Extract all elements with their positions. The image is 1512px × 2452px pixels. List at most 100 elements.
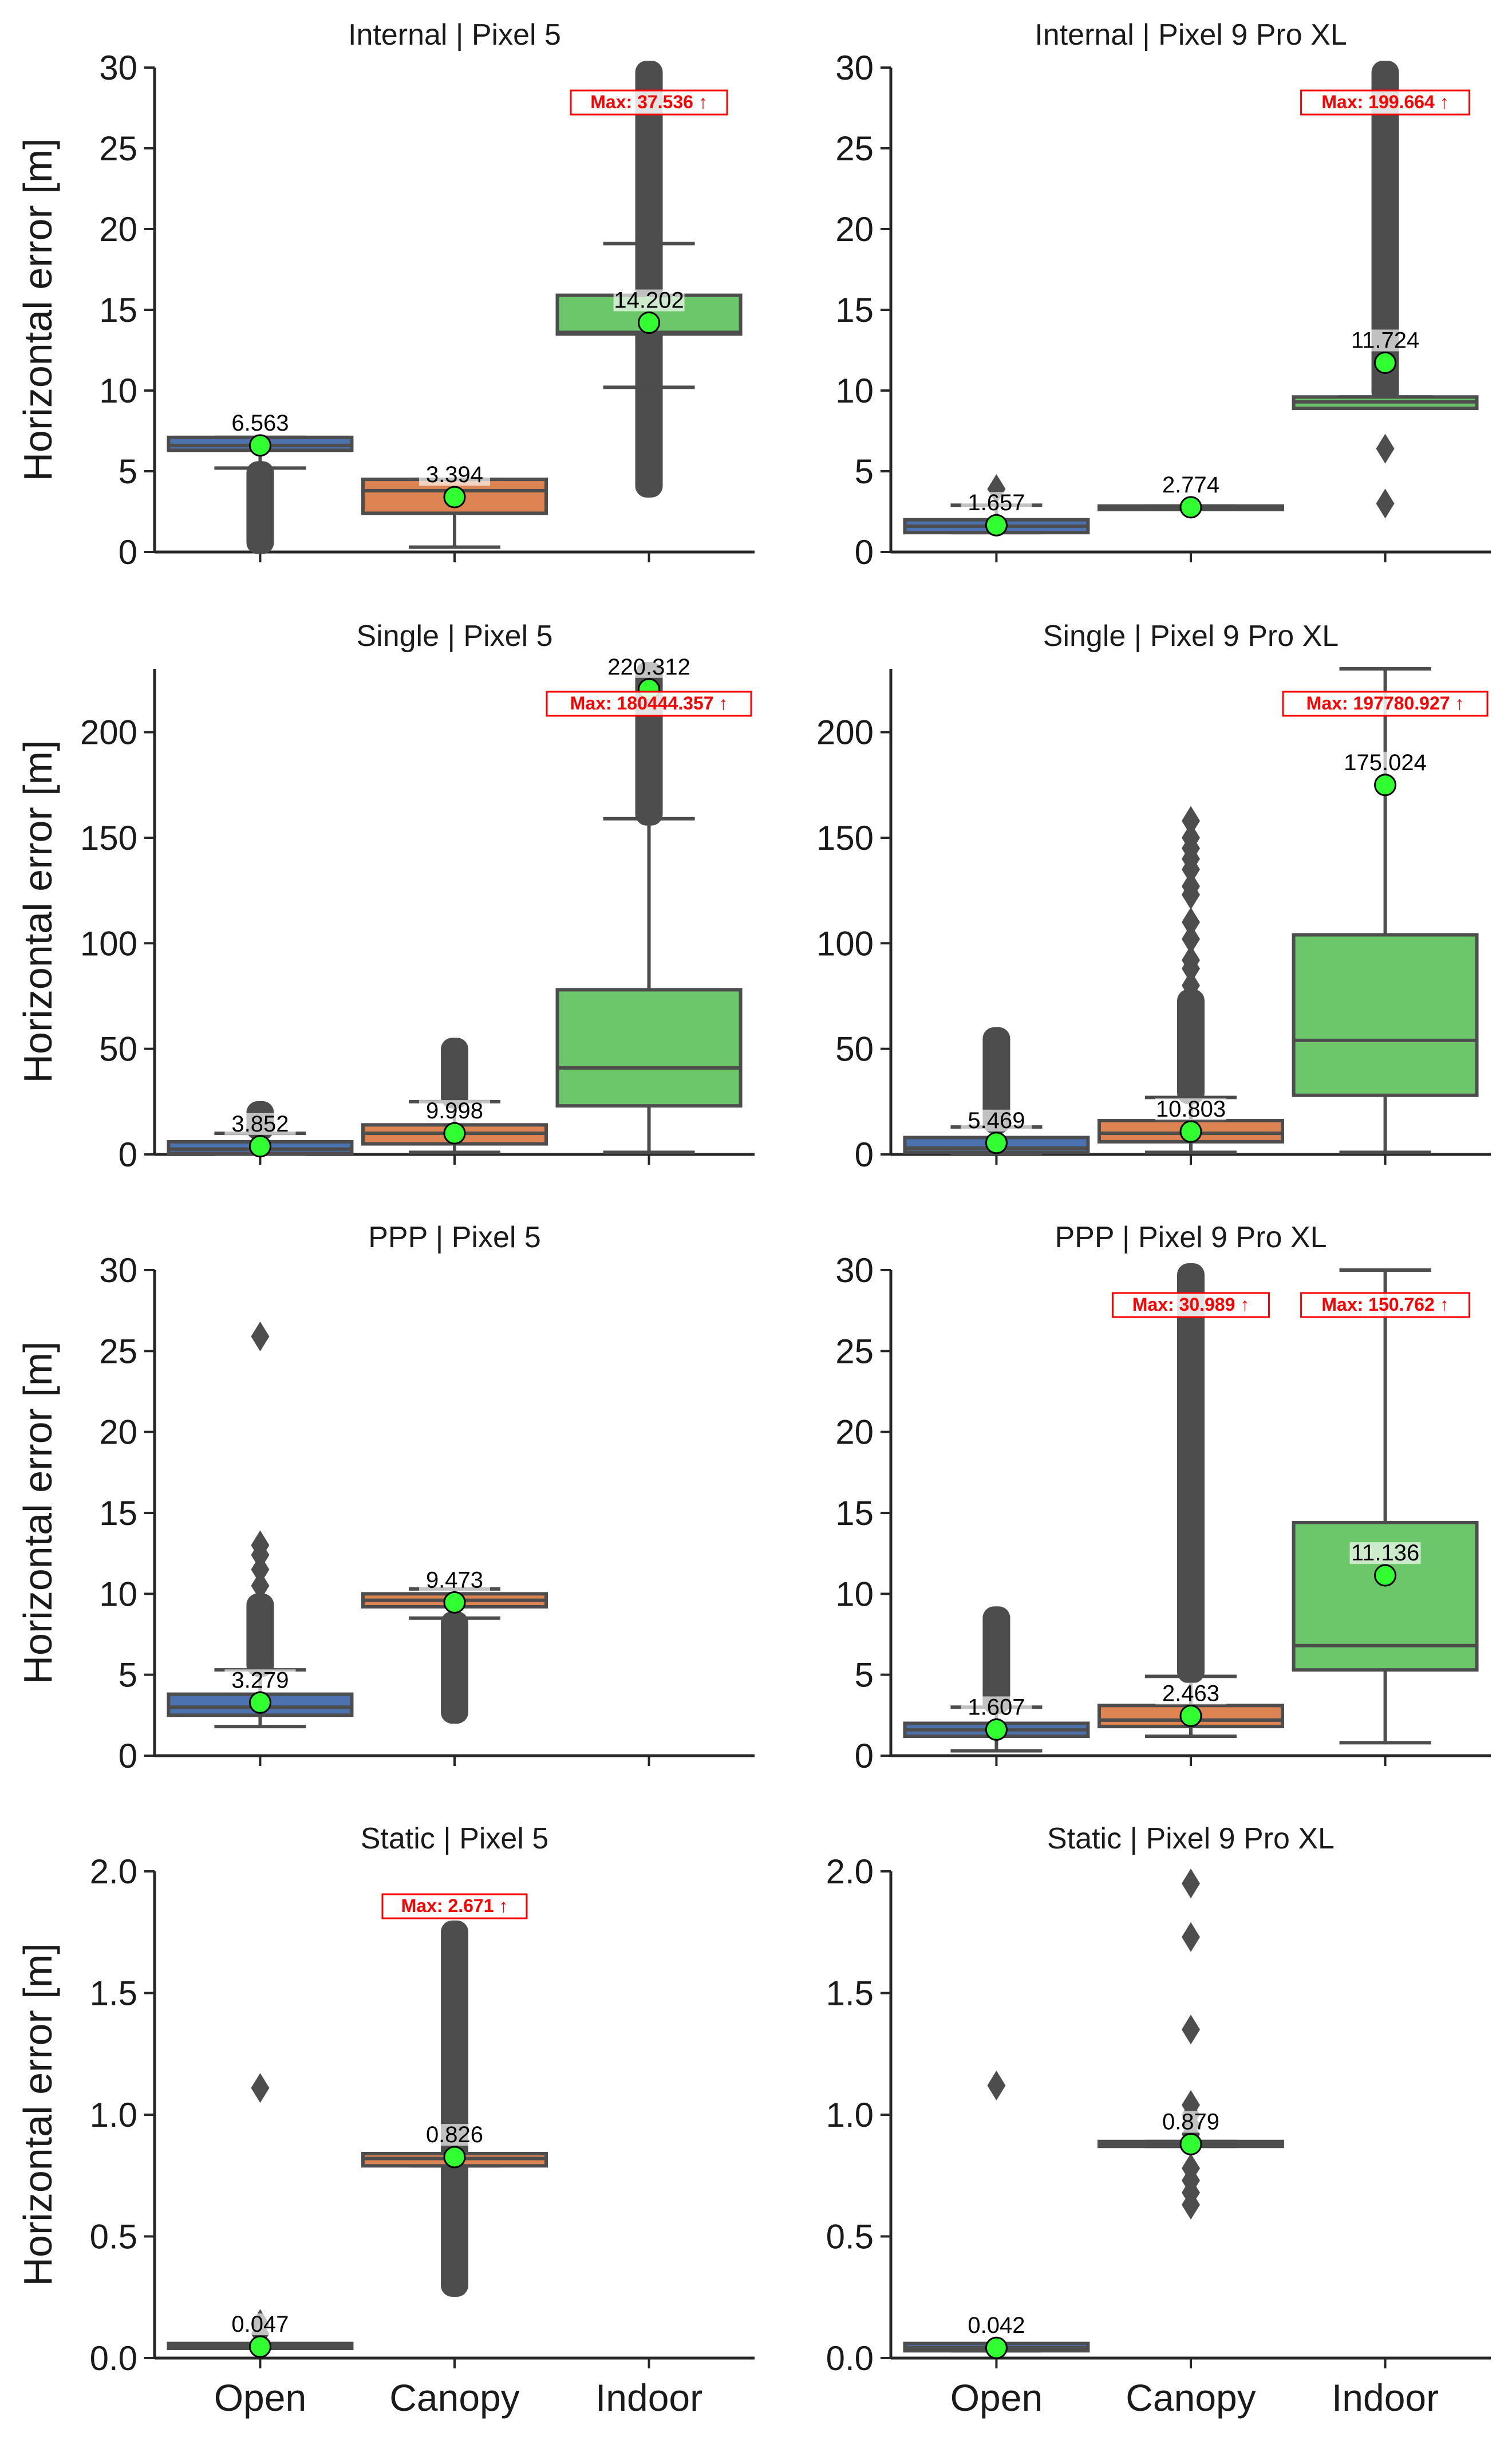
y-tick-label: 0	[119, 1737, 137, 1775]
panel-title: Single | Pixel 9 Pro XL	[1043, 620, 1339, 653]
x-tick-label: Canopy	[1126, 2376, 1256, 2419]
mean-label: 10.803	[1156, 1097, 1226, 1122]
y-tick-label: 150	[80, 819, 137, 857]
mean-label: 6.563	[231, 411, 289, 436]
mean-label-bg	[224, 1669, 296, 1692]
outlier-band	[441, 1611, 468, 1724]
box-open: 3.852	[167, 1101, 354, 1158]
y-tick-label: 15	[99, 1494, 137, 1532]
panel-2: Single | Pixel 5 0 50 100 150 200 Horizontal e…	[15, 620, 755, 1174]
max-label-box	[1300, 1292, 1471, 1318]
mean-label-bg	[224, 1113, 296, 1135]
mean-marker	[1374, 1564, 1397, 1587]
mean-label-bg	[961, 1696, 1032, 1718]
outlier-point	[1182, 871, 1200, 901]
outlier-point	[1182, 971, 1200, 1001]
box-canopy: 9.998	[361, 1038, 548, 1154]
mean-label-bg	[1349, 329, 1421, 352]
mean-label: 220.312	[607, 655, 690, 680]
y-tick-label: 10	[99, 1575, 137, 1613]
box-open: 0.047	[167, 2073, 354, 2358]
mean-label: 0.047	[231, 2312, 289, 2337]
mean-label: 3.279	[231, 1667, 289, 1693]
y-axis-label: Horizontal error [m]	[15, 138, 60, 481]
y-tick-label: 100	[80, 924, 137, 963]
mean-label: 175.024	[1344, 750, 1427, 775]
mean-label: 9.998	[426, 1098, 483, 1123]
y-tick-label: 1.5	[826, 1974, 874, 2013]
y-axis-label: Horizontal error [m]	[15, 1341, 60, 1684]
y-tick-label: 10	[835, 1575, 874, 1613]
y-tick-label: 30	[835, 1251, 874, 1290]
y-tick-label: 15	[835, 1494, 874, 1532]
y-tick-label: 5	[855, 1656, 874, 1694]
x-tick-label: Indoor	[1332, 2376, 1439, 2419]
outlier-point	[251, 1321, 270, 1351]
mean-label: 11.136	[1351, 1540, 1419, 1566]
max-label: Max: 2.671 ↑	[401, 1895, 508, 1916]
outlier-band	[1371, 61, 1399, 404]
mean-marker	[248, 1691, 271, 1714]
mean-marker	[1179, 1704, 1202, 1727]
y-tick-label: 25	[835, 129, 874, 168]
max-label-box	[1282, 691, 1489, 717]
box-canopy: 2.774	[1098, 472, 1284, 519]
panel-5: PPP | Pixel 9 Pro XL 0 5 10 15 20 25 30 1.607 2.4…	[835, 1221, 1491, 1775]
mean-label: 0.879	[1162, 2109, 1219, 2134]
y-tick-label: 30	[99, 49, 137, 87]
outlier-band	[1177, 1263, 1205, 1684]
max-label-box	[1300, 89, 1471, 116]
panel-1: Internal | Pixel 9 Pro XL 0 5 10 15 20 25 30 1.6…	[835, 18, 1491, 571]
panel-title: Single | Pixel 5	[356, 620, 552, 653]
y-tick-label: 0	[855, 1136, 874, 1174]
outlier-point	[1182, 1868, 1200, 1899]
box-indoor: 14.202 Max: 37.536 ↑	[555, 61, 743, 498]
mean-marker	[1179, 496, 1202, 519]
y-tick-label: 30	[835, 49, 874, 87]
y-tick-label: 0	[119, 1136, 137, 1174]
mean-marker	[985, 2336, 1008, 2359]
outlier-point	[1182, 945, 1200, 975]
box-open: 0.042	[903, 2071, 1090, 2359]
outlier-point	[1182, 2015, 1200, 2045]
mean-label-bg	[419, 2123, 490, 2146]
mean-label-bg	[419, 1100, 490, 1122]
y-tick-label: 100	[816, 924, 874, 963]
mean-marker	[1179, 2132, 1202, 2155]
y-tick-label: 0	[855, 533, 874, 571]
iqr-box	[555, 988, 743, 1108]
panel-title: Static | Pixel 5	[361, 1822, 549, 1855]
box-open: 1.657	[903, 474, 1090, 537]
box-indoor: 11.724 Max: 199.664 ↑	[1292, 61, 1479, 519]
box-canopy: 0.826 Max: 2.671 ↑	[361, 1893, 548, 2297]
panel-title: PPP | Pixel 5	[368, 1221, 541, 1254]
y-tick-label: 20	[835, 210, 874, 249]
outlier-band	[982, 1027, 1010, 1134]
mean-marker	[443, 1591, 466, 1614]
y-tick-label: 50	[99, 1030, 137, 1069]
mean-marker	[1374, 774, 1397, 797]
mean-label: 3.852	[231, 1111, 289, 1137]
mean-label-bg	[961, 492, 1032, 514]
mean-label: 1.657	[968, 490, 1025, 515]
box-canopy: 10.803	[1098, 806, 1284, 1154]
outlier-point	[251, 1571, 270, 1601]
box-open: 6.563	[167, 411, 354, 554]
max-label: Max: 199.664 ↑	[1321, 92, 1448, 112]
outlier-point	[1182, 907, 1200, 937]
mean-label-bg	[613, 289, 685, 312]
x-tick-label: Open	[214, 2376, 306, 2419]
y-tick-label: 15	[99, 291, 137, 329]
mean-label-bg	[613, 656, 685, 678]
max-label: Max: 150.762 ↑	[1321, 1294, 1448, 1315]
max-label: Max: 197780.927 ↑	[1306, 693, 1464, 713]
mean-marker	[443, 486, 466, 508]
box-indoor: 220.312 Max: 180444.357 ↑	[546, 655, 752, 1154]
y-tick-label: 20	[99, 210, 137, 249]
mean-label: 9.473	[426, 1567, 483, 1592]
panel-0: Internal | Pixel 5 0 5 10 15 20 25 30 Horizontal…	[15, 18, 755, 571]
outlier-band	[982, 1606, 1010, 1714]
y-tick-label: 30	[99, 1251, 137, 1290]
mean-label-bg	[419, 464, 490, 486]
